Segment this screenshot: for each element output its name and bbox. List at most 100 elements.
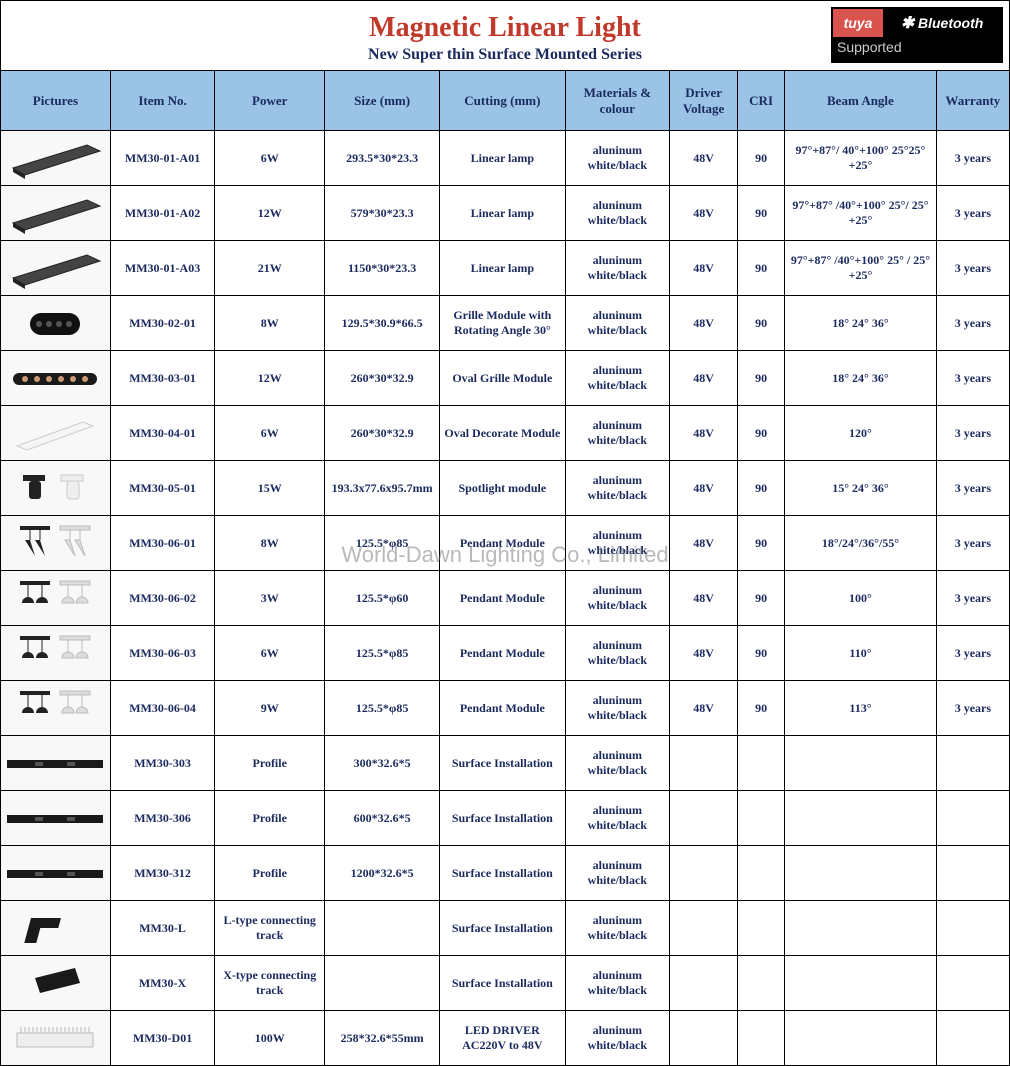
item-no: MM30-D01 bbox=[110, 1011, 215, 1066]
beam-angle: 97°+87° /40°+100° 25°/ 25°+25° bbox=[785, 186, 937, 241]
picture-cell bbox=[1, 516, 111, 571]
power: X-type connecting track bbox=[215, 956, 325, 1011]
driver-voltage: 48V bbox=[670, 131, 738, 186]
table-row: MM30-L L-type connecting track Surface I… bbox=[1, 901, 1010, 956]
product-icon bbox=[1, 351, 110, 405]
size bbox=[325, 956, 440, 1011]
table-row: MM30-D01 100W 258*32.6*55mm LED DRIVER A… bbox=[1, 1011, 1010, 1066]
beam-angle bbox=[785, 956, 937, 1011]
product-icon bbox=[1, 131, 110, 185]
header-row: Pictures Item No. Power Size (mm) Cuttin… bbox=[1, 71, 1010, 131]
size: 293.5*30*23.3 bbox=[325, 131, 440, 186]
item-no: MM30-X bbox=[110, 956, 215, 1011]
cutting: Surface Installation bbox=[440, 791, 565, 846]
cutting: Surface Installation bbox=[440, 846, 565, 901]
beam-angle bbox=[785, 901, 937, 956]
cri: 90 bbox=[738, 516, 785, 571]
item-no: MM30-L bbox=[110, 901, 215, 956]
product-icon bbox=[1, 571, 110, 625]
col-cutting: Cutting (mm) bbox=[440, 71, 565, 131]
picture-cell bbox=[1, 846, 111, 901]
warranty bbox=[936, 901, 1009, 956]
picture-cell bbox=[1, 1011, 111, 1066]
product-icon bbox=[1, 791, 110, 845]
cutting: Surface Installation bbox=[440, 956, 565, 1011]
size: 125.5*φ60 bbox=[325, 571, 440, 626]
cri bbox=[738, 846, 785, 901]
size: 260*30*32.9 bbox=[325, 351, 440, 406]
picture-cell bbox=[1, 736, 111, 791]
picture-cell bbox=[1, 681, 111, 736]
cutting: Oval Grille Module bbox=[440, 351, 565, 406]
item-no: MM30-01-A02 bbox=[110, 186, 215, 241]
picture-cell bbox=[1, 791, 111, 846]
beam-angle: 18°/24°/36°/55° bbox=[785, 516, 937, 571]
driver-voltage: 48V bbox=[670, 626, 738, 681]
materials: aluninum white/black bbox=[565, 736, 670, 791]
materials: aluninum white/black bbox=[565, 791, 670, 846]
product-icon bbox=[1, 1011, 110, 1065]
col-beam: Beam Angle bbox=[785, 71, 937, 131]
cutting: Pendant Module bbox=[440, 571, 565, 626]
materials: aluninum white/black bbox=[565, 351, 670, 406]
materials: aluninum white/black bbox=[565, 186, 670, 241]
beam-angle bbox=[785, 1011, 937, 1066]
spec-table: Pictures Item No. Power Size (mm) Cuttin… bbox=[0, 70, 1010, 1066]
beam-angle bbox=[785, 791, 937, 846]
cri: 90 bbox=[738, 186, 785, 241]
driver-voltage: 48V bbox=[670, 571, 738, 626]
cutting: Linear lamp bbox=[440, 131, 565, 186]
power: Profile bbox=[215, 791, 325, 846]
item-no: MM30-01-A01 bbox=[110, 131, 215, 186]
beam-angle: 113° bbox=[785, 681, 937, 736]
table-row: MM30-01-A03 21W 1150*30*23.3 Linear lamp… bbox=[1, 241, 1010, 296]
cri: 90 bbox=[738, 131, 785, 186]
support-badge: tuya ✱ Bluetooth Supported bbox=[831, 7, 1003, 63]
beam-angle bbox=[785, 846, 937, 901]
item-no: MM30-03-01 bbox=[110, 351, 215, 406]
picture-cell bbox=[1, 901, 111, 956]
table-row: MM30-04-01 6W 260*30*32.9 Oval Decorate … bbox=[1, 406, 1010, 461]
warranty: 3 years bbox=[936, 131, 1009, 186]
table-row: MM30-06-03 6W 125.5*φ85 Pendant Module a… bbox=[1, 626, 1010, 681]
power: Profile bbox=[215, 846, 325, 901]
table-row: MM30-306 Profile 600*32.6*5 Surface Inst… bbox=[1, 791, 1010, 846]
main-title: Magnetic Linear Light bbox=[369, 12, 641, 44]
size: 260*30*32.9 bbox=[325, 406, 440, 461]
picture-cell bbox=[1, 956, 111, 1011]
power: Profile bbox=[215, 736, 325, 791]
picture-cell bbox=[1, 131, 111, 186]
beam-angle: 97°+87° /40°+100° 25° / 25°+25° bbox=[785, 241, 937, 296]
product-icon bbox=[1, 901, 110, 955]
driver-voltage bbox=[670, 846, 738, 901]
item-no: MM30-06-04 bbox=[110, 681, 215, 736]
item-no: MM30-01-A03 bbox=[110, 241, 215, 296]
bluetooth-badge: ✱ Bluetooth bbox=[883, 9, 1001, 37]
cutting: Pendant Module bbox=[440, 626, 565, 681]
beam-angle: 100° bbox=[785, 571, 937, 626]
item-no: MM30-06-03 bbox=[110, 626, 215, 681]
beam-angle: 120° bbox=[785, 406, 937, 461]
table-row: MM30-01-A02 12W 579*30*23.3 Linear lamp … bbox=[1, 186, 1010, 241]
power: 21W bbox=[215, 241, 325, 296]
size: 1150*30*23.3 bbox=[325, 241, 440, 296]
table-row: MM30-06-04 9W 125.5*φ85 Pendant Module a… bbox=[1, 681, 1010, 736]
power: 8W bbox=[215, 296, 325, 351]
picture-cell bbox=[1, 296, 111, 351]
size: 300*32.6*5 bbox=[325, 736, 440, 791]
product-icon bbox=[1, 186, 110, 240]
item-no: MM30-06-02 bbox=[110, 571, 215, 626]
col-item-no: Item No. bbox=[110, 71, 215, 131]
driver-voltage: 48V bbox=[670, 296, 738, 351]
col-pictures: Pictures bbox=[1, 71, 111, 131]
item-no: MM30-02-01 bbox=[110, 296, 215, 351]
power: 12W bbox=[215, 351, 325, 406]
table-row: MM30-03-01 12W 260*30*32.9 Oval Grille M… bbox=[1, 351, 1010, 406]
cutting: Grille Module with Rotating Angle 30° bbox=[440, 296, 565, 351]
cutting: Surface Installation bbox=[440, 736, 565, 791]
warranty: 3 years bbox=[936, 461, 1009, 516]
cri: 90 bbox=[738, 461, 785, 516]
picture-cell bbox=[1, 186, 111, 241]
power: 9W bbox=[215, 681, 325, 736]
size: 600*32.6*5 bbox=[325, 791, 440, 846]
